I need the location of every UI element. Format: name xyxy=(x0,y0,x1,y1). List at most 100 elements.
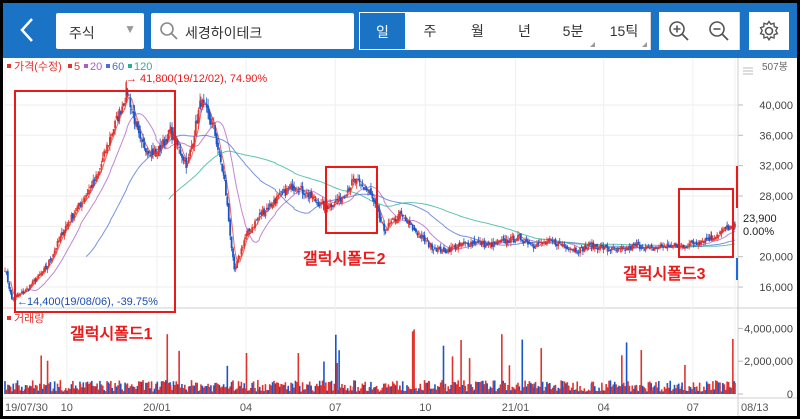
volume-bar xyxy=(378,391,381,394)
volume-bar xyxy=(647,382,650,394)
volume-bar xyxy=(704,390,707,394)
candle-body xyxy=(457,244,460,249)
volume-bar xyxy=(15,383,17,394)
app-frame: 주식 ▼ 세경하이테크 일 주 월 년 5분 15틱 가격(수정 xyxy=(3,3,797,416)
candle-body xyxy=(119,110,122,115)
settings-button[interactable] xyxy=(749,12,789,50)
candle-body xyxy=(572,249,574,251)
legend-ma5-label: 5 xyxy=(74,61,80,73)
volume-bar xyxy=(136,385,139,394)
zoom-in-button[interactable] xyxy=(659,12,700,50)
period-5min-button[interactable]: 5분 xyxy=(548,12,599,50)
volume-bar xyxy=(675,388,677,394)
volume-bar xyxy=(425,382,427,394)
volume-bar xyxy=(418,388,420,394)
candle-body xyxy=(367,190,369,192)
volume-bar xyxy=(525,386,528,394)
candle-body xyxy=(689,241,692,243)
candle-body xyxy=(553,240,555,242)
candle-body xyxy=(252,226,255,228)
x-tick-label: 10 xyxy=(61,402,73,414)
price-tick-label: 40,000 xyxy=(759,100,793,112)
volume-bar xyxy=(338,350,340,394)
candle-body xyxy=(255,219,258,221)
period-year-button[interactable]: 년 xyxy=(501,12,549,50)
volume-bar xyxy=(58,387,60,394)
volume-bar xyxy=(27,387,30,394)
candle-body xyxy=(610,247,613,250)
zoom-out-button[interactable] xyxy=(699,12,740,50)
volume-bar xyxy=(353,380,355,394)
volume-bar xyxy=(572,382,574,394)
candle-body xyxy=(308,191,311,196)
candle-body xyxy=(528,242,531,245)
volume-bar xyxy=(615,384,617,394)
period-day-button[interactable]: 일 xyxy=(359,12,406,50)
candle-body xyxy=(629,246,632,250)
candle-body xyxy=(641,247,644,249)
back-button[interactable] xyxy=(7,10,49,51)
highlight-box-fold2 xyxy=(325,166,378,234)
volume-bar xyxy=(176,384,179,394)
x-axis: 19/07/30 10 20/01 04 07 10 21/01 04 07 08/13 xyxy=(5,402,769,414)
volume-bar xyxy=(367,391,369,394)
candle-body xyxy=(495,241,498,244)
candle-body xyxy=(285,188,288,195)
volume-bar xyxy=(691,389,693,394)
candle-body xyxy=(734,223,736,228)
candle-body xyxy=(283,188,285,193)
legend-ma20-swatch xyxy=(84,64,88,68)
volume-bar xyxy=(618,385,620,394)
candle-body xyxy=(648,246,651,249)
candle-body xyxy=(507,240,509,243)
volume-bar xyxy=(274,383,277,394)
candle-body xyxy=(352,178,355,181)
volume-bar xyxy=(677,383,680,394)
volume-bar xyxy=(358,390,361,394)
candle-body xyxy=(147,151,150,154)
candle-body xyxy=(631,244,634,251)
volume-bar xyxy=(499,384,502,394)
volume-bar xyxy=(643,387,645,394)
candle-body xyxy=(386,228,388,231)
price-chart[interactable]: 가격(수정) 5 20 60 120 거래량 507봉 40,000 36,000… xyxy=(3,58,797,416)
volume-bar xyxy=(423,380,426,394)
candle-body xyxy=(126,89,129,95)
volume-bar xyxy=(287,385,290,394)
candle-body xyxy=(646,245,648,249)
candle-body xyxy=(341,196,343,204)
volume-bar xyxy=(634,385,636,394)
volume-bar xyxy=(589,390,591,394)
volume-bar xyxy=(650,383,653,394)
volume-bar xyxy=(681,382,683,394)
grid xyxy=(4,58,738,398)
volume-bar xyxy=(551,387,554,394)
candle-body xyxy=(163,139,166,146)
candle-body xyxy=(218,151,221,153)
candle-body xyxy=(179,149,182,155)
candle-body xyxy=(351,179,353,186)
candle-body xyxy=(90,184,93,188)
period-15tick-button[interactable]: 15틱 xyxy=(598,12,651,50)
candle-body xyxy=(695,241,698,243)
stock-search-input[interactable]: 세경하이테크 xyxy=(151,13,354,49)
period-week-button[interactable]: 주 xyxy=(406,12,455,50)
volume-bar xyxy=(727,381,730,394)
x-tick-label: 10 xyxy=(419,402,431,414)
volume-bar xyxy=(45,385,47,394)
volume-bar xyxy=(591,381,593,394)
market-select[interactable]: 주식 ▼ xyxy=(56,13,144,49)
candle-body xyxy=(455,247,458,249)
candle-body xyxy=(368,190,371,194)
volume-bar xyxy=(517,382,519,394)
volume-bar xyxy=(640,350,643,394)
volume-bar xyxy=(167,382,170,394)
volume-bar xyxy=(7,384,9,394)
candle-body xyxy=(360,184,362,186)
volume-bar xyxy=(354,380,357,394)
period-month-button[interactable]: 월 xyxy=(454,12,502,50)
candle-body xyxy=(464,242,467,244)
volume-bar xyxy=(554,384,557,394)
candle-body xyxy=(509,236,512,243)
highlight-box-fold3 xyxy=(678,188,734,258)
